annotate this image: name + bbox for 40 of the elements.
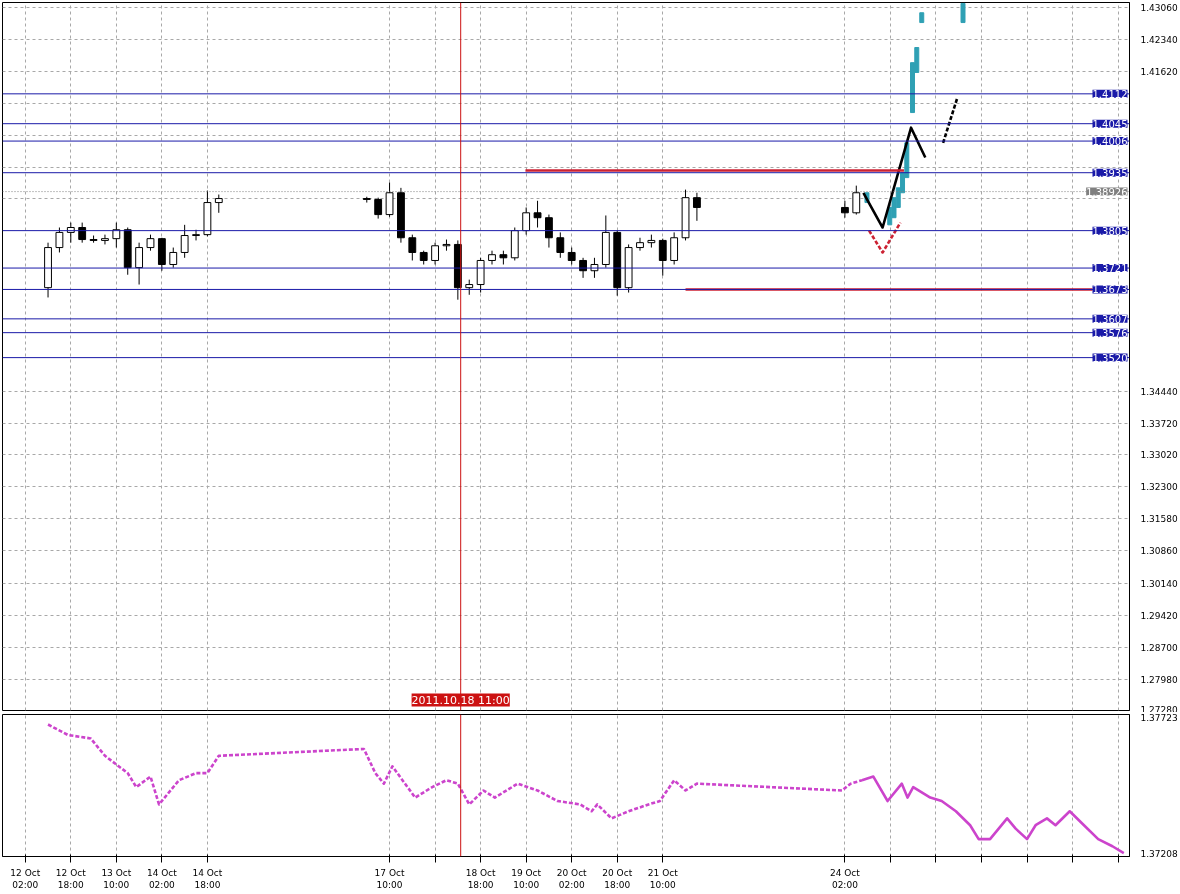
y-tick-label: 1.37208 xyxy=(1140,848,1178,859)
x-tick-label: 12 Oct 02:00 xyxy=(10,867,41,890)
ref-line-label: 1.3935 xyxy=(1092,167,1128,179)
ref-line-label: 1.3721 xyxy=(1092,263,1128,275)
x-tick-label: 14 Oct 02:00 xyxy=(146,867,178,890)
ref-line-label: 1.4112 xyxy=(1092,88,1128,100)
y-tick-label: 1.32300 xyxy=(1140,482,1178,493)
y-tick-label: 1.37723 xyxy=(1140,713,1178,724)
ref-line-label: 1.3607 xyxy=(1092,313,1128,325)
ref-line-label: 1.4006 xyxy=(1092,136,1128,148)
ref-line-label: 1.4045 xyxy=(1092,118,1128,130)
x-tick-label: 20 Oct 02:00 xyxy=(556,867,588,890)
x-tick-label: 18 Oct 18:00 xyxy=(465,867,497,890)
ref-line-label: 1.3520 xyxy=(1092,352,1128,364)
y-tick-label: 1.43060 xyxy=(1140,2,1178,13)
ref-line-label: 1.3805 xyxy=(1092,225,1128,237)
y-tick-label: 1.28700 xyxy=(1140,642,1178,653)
x-tick-label: 13 Oct 10:00 xyxy=(101,867,132,890)
y-tick-label: 1.41620 xyxy=(1140,67,1178,78)
y-tick-label: 1.29420 xyxy=(1140,610,1178,621)
x-tick-label: 24 Oct 02:00 xyxy=(829,867,861,890)
ref-line-label: 1.3576 xyxy=(1092,327,1128,339)
x-tick-label: 17 Oct 10:00 xyxy=(374,867,405,890)
x-tick-label: 12 Oct 18:00 xyxy=(55,867,87,890)
y-tick-label: 1.27280 xyxy=(1140,704,1178,715)
y-tick-label: 1.42340 xyxy=(1140,34,1178,45)
y-tick-label: 1.27980 xyxy=(1140,674,1178,685)
ref-line-label: 1.3673 xyxy=(1092,284,1128,296)
x-tick-label: 21 Oct 10:00 xyxy=(647,867,679,890)
y-tick-label: 1.33720 xyxy=(1140,419,1178,430)
ref-line-label: 2011.10.18 11:00 xyxy=(411,693,510,707)
y-tick-label: 1.30860 xyxy=(1140,546,1178,557)
ref-line-label: 1.38926 xyxy=(1086,186,1128,198)
y-tick-label: 1.33020 xyxy=(1140,450,1178,461)
x-tick-label: 14 Oct 18:00 xyxy=(192,867,223,890)
y-tick-label: 1.31580 xyxy=(1140,514,1178,525)
x-tick-label: 20 Oct 18:00 xyxy=(602,867,633,890)
x-tick-label: 19 Oct 10:00 xyxy=(511,867,542,890)
y-tick-label: 1.30140 xyxy=(1140,578,1178,589)
y-tick-label: 1.34440 xyxy=(1140,386,1178,397)
